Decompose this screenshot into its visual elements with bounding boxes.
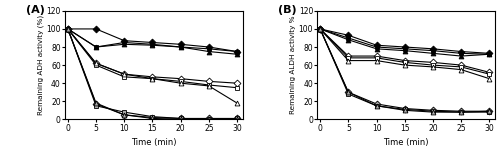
Y-axis label: Remaining ADH activity (%): Remaining ADH activity (%) <box>37 15 44 115</box>
Y-axis label: Remaining ALDH activity %: Remaining ALDH activity % <box>290 16 296 114</box>
Text: (B): (B) <box>278 5 297 16</box>
X-axis label: Time (min): Time (min) <box>384 138 429 147</box>
X-axis label: Time (min): Time (min) <box>131 138 176 147</box>
Text: (A): (A) <box>26 5 45 16</box>
